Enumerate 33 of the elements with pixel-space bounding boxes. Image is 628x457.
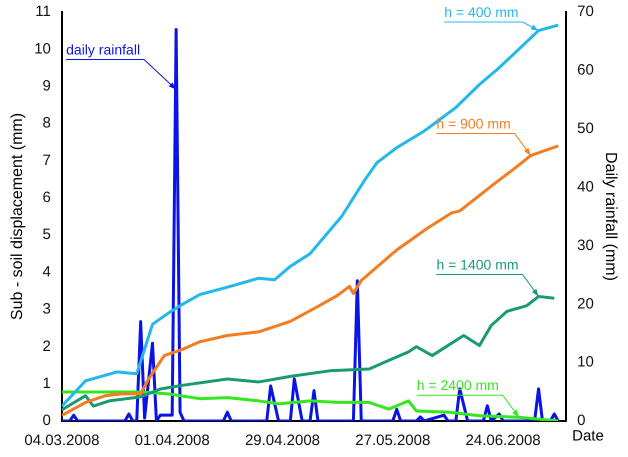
x-axis-title: Date bbox=[572, 428, 604, 445]
y2-tick-label: 30 bbox=[577, 236, 594, 254]
text: daily rainfall bbox=[66, 41, 140, 58]
text: h = 1400 mm bbox=[436, 256, 519, 272]
y-tick-label: 8 bbox=[42, 114, 51, 132]
y2-tick-label: 60 bbox=[577, 62, 594, 79]
x-tick-label: 01.04.2008 bbox=[134, 432, 210, 450]
y-axis-title: Sub - soil displacement (mm) bbox=[9, 112, 26, 320]
y-tick-label: 4 bbox=[42, 263, 51, 280]
y-tick-label: 3 bbox=[42, 300, 51, 318]
y-tick-label: 1 bbox=[42, 374, 51, 392]
y-tick-label: 5 bbox=[42, 226, 51, 244]
y2-tick-label: 20 bbox=[577, 295, 594, 312]
y2-tick-label: 50 bbox=[577, 120, 594, 137]
y2-tick-label: 40 bbox=[577, 178, 594, 196]
y2-tick-label: 70 bbox=[577, 3, 594, 20]
y2-tick-label: 0 bbox=[577, 412, 586, 430]
x-tick-label: 04.03.2008 bbox=[24, 432, 100, 450]
x-tick-label: 27.05.2008 bbox=[355, 432, 430, 450]
y-tick-label: 11 bbox=[35, 3, 51, 20]
y-tick-label: 9 bbox=[42, 78, 51, 95]
y-tick-label: 7 bbox=[42, 152, 51, 169]
y-tick-label: 10 bbox=[34, 40, 51, 58]
series-label: h = 2400 mm bbox=[416, 377, 499, 394]
y2-axis-title: Daily rainfall (mm) bbox=[602, 152, 619, 281]
series-label: h = 400 mm bbox=[444, 4, 519, 20]
text: h = 900 mm bbox=[436, 115, 511, 132]
y-tick-label: 0 bbox=[42, 412, 51, 430]
y-tick-label: 2 bbox=[42, 338, 51, 355]
x-tick-label: 29.04.2008 bbox=[244, 432, 320, 450]
y-tick-label: 6 bbox=[42, 189, 51, 206]
y2-tick-label: 10 bbox=[577, 354, 594, 371]
x-tick-label: 24.06.2008 bbox=[466, 432, 541, 450]
